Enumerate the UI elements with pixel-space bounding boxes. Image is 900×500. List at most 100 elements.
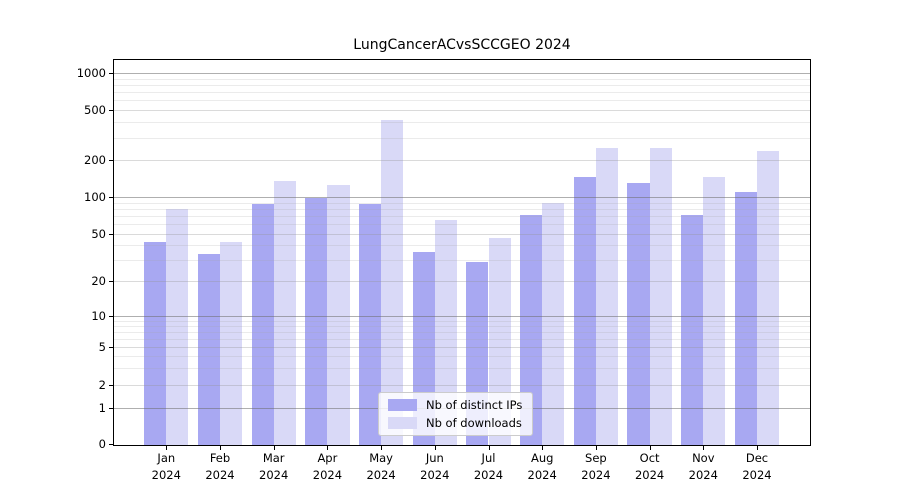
bar-distinct-ips-may [358,203,382,445]
bar-downloads-jun [434,219,457,445]
y-tick-label-500: 500 [84,103,106,117]
y-tick-1000 [109,73,113,75]
x-tick-label-oct: Oct 2024 [618,450,682,483]
gridline-800 [114,85,810,87]
x-tick-year: 2024 [634,467,665,482]
x-tick-may [381,446,383,450]
chart-title: LungCancerACvsSCCGEO 2024 [353,37,571,53]
gridline-90 [114,202,810,204]
gridline-60 [114,224,810,226]
x-tick-year: 2024 [312,467,343,482]
y-tick-200 [109,160,113,162]
x-tick-year: 2024 [527,467,557,482]
y-tick-label-2: 2 [98,377,106,392]
x-tick-month: Aug [530,451,554,465]
y-tick-label-100: 100 [84,190,106,204]
x-tick-label-jul: Jul 2024 [457,450,521,483]
y-tick-5 [109,347,113,348]
gridline-100 [114,197,810,198]
bar-downloads-sep [595,148,619,445]
y-tick-20 [109,281,113,282]
x-tick-month: Jun [425,451,444,465]
gridline-900 [114,78,810,80]
gridline-300 [114,138,810,140]
legend-item-downloads: Nb of downloads [388,416,522,430]
x-tick-month: Feb [209,451,231,465]
x-tick-year: 2024 [259,467,289,482]
x-tick-oct [649,446,651,450]
bar-downloads-nov [703,176,726,445]
x-tick-year: 2024 [742,467,772,482]
x-tick-sep [595,446,597,450]
x-tick-year: 2024 [366,467,396,482]
bar-distinct-ips-aug [520,215,543,445]
x-tick-year: 2024 [151,467,181,482]
gridline-8 [114,325,810,327]
gridline-2 [114,384,810,386]
x-tick-label-jan: Jan 2024 [134,450,198,483]
bar-downloads-feb [220,241,243,445]
y-tick-0 [109,444,113,445]
x-tick-month: Mar [262,451,285,465]
x-tick-year: 2024 [420,467,450,482]
legend-label: Nb of downloads [426,416,522,430]
x-tick-dec [757,446,758,450]
y-tick-50 [109,234,113,235]
bar-distinct-ips-apr [305,197,328,445]
gridline-10 [114,316,810,317]
gridline-200 [114,160,810,162]
gridline-7 [114,331,810,333]
bar-distinct-ips-mar [251,203,274,445]
x-tick-label-aug: Aug 2024 [510,450,574,483]
y-tick-label-10: 10 [91,309,106,323]
y-tick-label-1: 1 [98,401,106,415]
x-tick-year: 2024 [205,467,235,482]
legend-item-distinct-ips: Nb of distinct IPs [388,398,522,412]
x-tick-jun [434,446,436,450]
x-tick-feb [220,446,221,450]
bar-downloads-aug [542,202,565,445]
bar-distinct-ips-nov [681,214,704,445]
bar-downloads-apr [327,185,350,445]
x-tick-jul [488,446,490,450]
legend-swatch-distinct-ips [388,399,417,411]
gridline-5 [114,347,810,348]
plot-area [113,59,811,446]
x-tick-mar [273,446,275,450]
x-tick-nov [703,446,705,450]
x-tick-label-may: May 2024 [349,450,413,483]
x-tick-label-dec: Dec 2024 [725,450,789,483]
x-tick-month: Nov [692,451,715,465]
y-tick-100 [109,197,113,198]
bar-downloads-oct [649,147,672,445]
y-tick-2 [109,384,113,386]
bar-distinct-ips-sep [573,176,596,445]
gridline-40 [114,245,810,247]
legend-label: Nb of distinct IPs [426,398,523,412]
gridline-700 [114,92,810,94]
bar-downloads-mar [273,180,296,445]
gridline-3 [114,367,810,369]
gridline-70 [114,216,810,218]
gridline-50 [114,234,810,235]
y-tick-label-5: 5 [98,340,106,354]
x-tick-aug [542,446,544,450]
bar-distinct-ips-jan [144,241,167,445]
bar-distinct-ips-feb [197,253,220,445]
x-tick-month: Oct [639,451,660,465]
gridline-30 [114,260,810,262]
gridline-9 [114,320,810,322]
y-tick-label-50: 50 [91,227,106,241]
x-tick-month: Apr [317,451,338,465]
x-tick-jan [166,446,168,450]
x-tick-month: Dec [745,451,769,465]
legend: Nb of distinct IPs Nb of downloads [378,392,534,436]
x-tick-label-jun: Jun 2024 [403,450,467,483]
bar-downloads-may [381,120,404,445]
gridline-4 [114,356,810,358]
x-tick-month: Sep [585,451,607,465]
y-tick-label-0: 0 [98,437,106,451]
x-tick-month: Jul [481,451,496,465]
x-tick-apr [327,446,329,450]
